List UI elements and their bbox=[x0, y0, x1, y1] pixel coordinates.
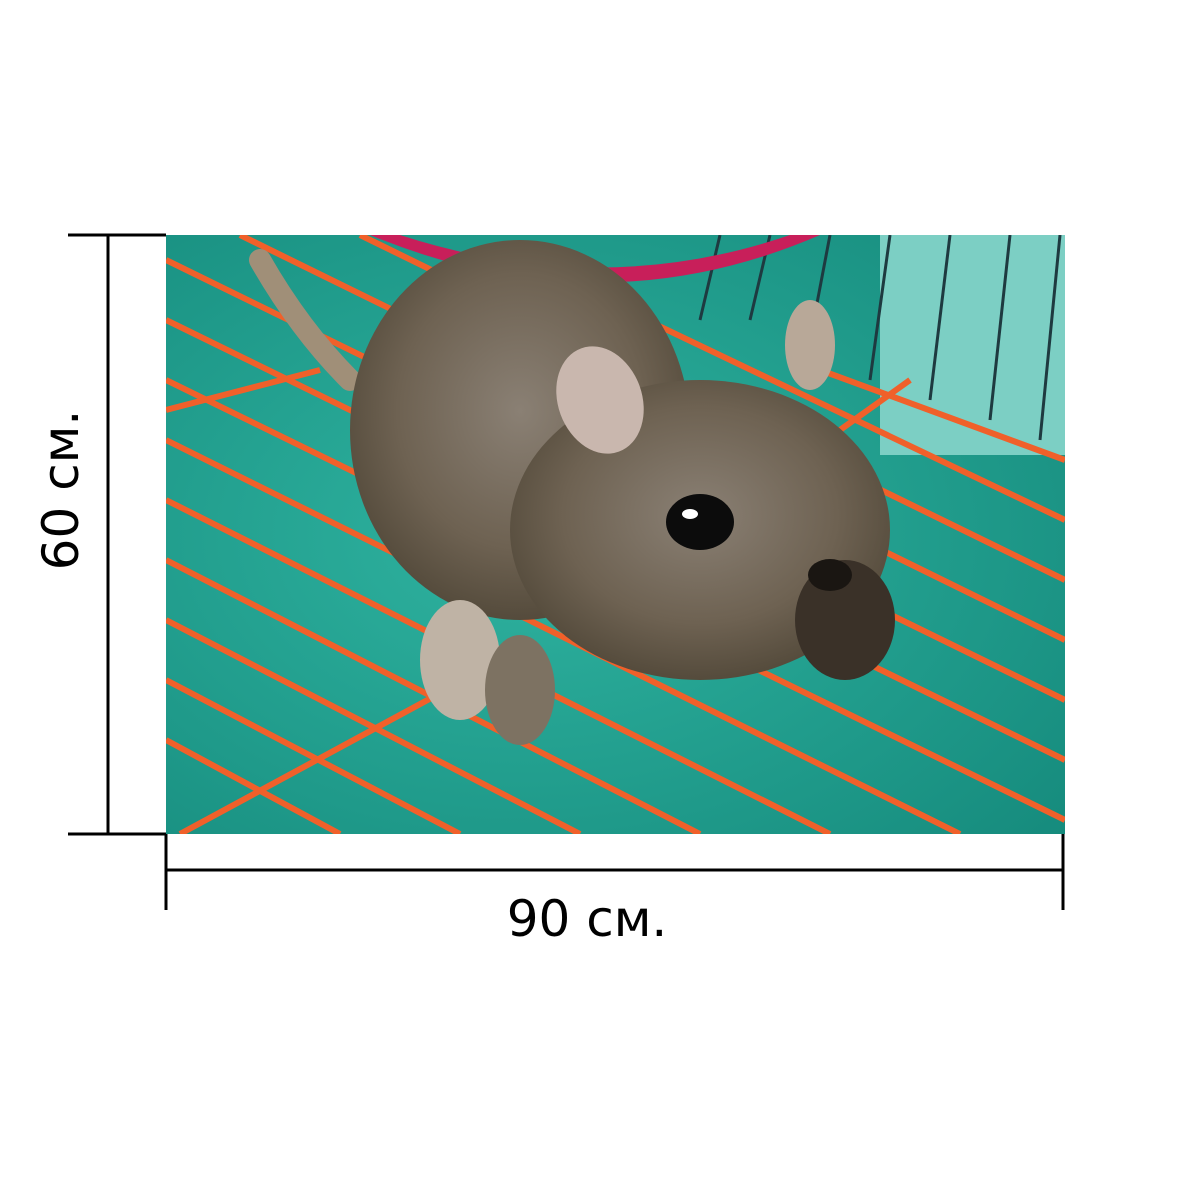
height-label: 60 см. bbox=[32, 410, 90, 571]
dimension-lines bbox=[68, 233, 1065, 910]
gerbil bbox=[350, 240, 895, 745]
photo bbox=[166, 235, 1065, 834]
width-label: 90 см. bbox=[507, 890, 668, 948]
